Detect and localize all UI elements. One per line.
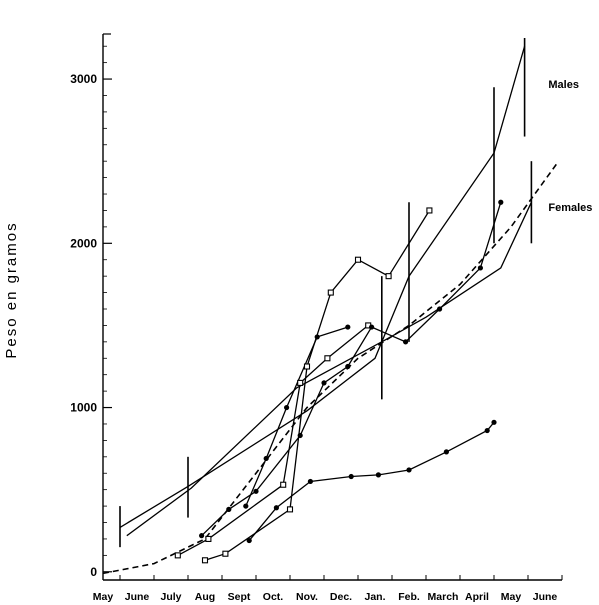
data-point-dot — [307, 478, 313, 485]
series-line-5 — [248, 421, 495, 542]
data-point-dot — [284, 404, 290, 411]
ticks — [102, 45, 563, 580]
series-markers — [174, 199, 504, 564]
x-tick-label: Oct. — [263, 591, 284, 603]
data-point-dot — [321, 380, 327, 386]
x-tick-label: June — [533, 591, 558, 603]
y-axis-label: Peso en gramos — [3, 221, 20, 358]
data-point-square — [297, 379, 304, 386]
series-line-2 — [177, 324, 369, 556]
series-line-6 — [102, 160, 560, 575]
data-point-dot — [199, 533, 205, 539]
data-point-dot — [498, 199, 504, 205]
x-tick-label: Sept — [228, 591, 251, 603]
data-point-dot — [297, 432, 303, 439]
data-point-square — [174, 552, 181, 559]
data-point-dot — [345, 363, 351, 370]
x-tick-label: Jan. — [364, 591, 385, 603]
x-tick-label: June — [125, 591, 150, 603]
x-tick-label: May — [93, 591, 114, 603]
error-bars — [119, 38, 533, 548]
data-point-dot — [273, 505, 279, 511]
data-point-square — [385, 273, 392, 280]
data-point-square — [205, 535, 212, 542]
data-point-dot — [226, 506, 232, 512]
x-tick-label: July — [160, 591, 181, 603]
annotation-females: Females — [548, 202, 592, 214]
data-point-dot — [348, 473, 354, 480]
data-point-square — [201, 557, 209, 564]
series-line-1 — [204, 210, 430, 561]
x-tick-label: March — [428, 591, 459, 603]
data-point-dot — [403, 339, 409, 345]
data-point-square — [426, 207, 433, 214]
data-point-dot — [314, 334, 320, 340]
data-point-dot — [243, 503, 249, 509]
data-point-dot — [246, 537, 252, 544]
x-tick-label: Aug — [195, 591, 215, 603]
data-point-dot — [345, 324, 351, 330]
data-point-dot — [253, 488, 259, 494]
x-tick-label: May — [501, 591, 522, 603]
y-tick-label: 3000 — [70, 72, 97, 86]
data-point-square — [280, 481, 287, 488]
y-tick-label: 2000 — [70, 236, 97, 250]
labels: 0 1000 2000 3000 May June July Aug Sept Oct. Nov. D… — [70, 72, 592, 603]
x-tick-label: April — [465, 591, 489, 603]
data-point-square — [324, 355, 331, 362]
data-point-square — [286, 506, 294, 513]
series-line-3 — [201, 202, 502, 537]
data-point-dot — [406, 467, 412, 473]
x-tick-label: Dec. — [330, 591, 352, 603]
data-point-square — [327, 289, 334, 296]
data-point-square — [222, 550, 229, 557]
data-point-dot — [263, 455, 269, 462]
x-tick-label: Feb. — [398, 591, 420, 603]
data-point-square — [354, 256, 362, 263]
series-lines — [102, 46, 560, 575]
y-tick-label: 1000 — [70, 401, 97, 415]
data-point-dot — [491, 419, 497, 425]
series-line-8 — [126, 201, 532, 537]
data-point-dot — [375, 472, 381, 478]
data-point-dot — [477, 265, 483, 271]
x-tick-label: Nov. — [296, 591, 318, 603]
annotation-males: Males — [548, 79, 579, 91]
y-tick-label: 0 — [90, 565, 97, 579]
data-point-dot — [369, 324, 375, 330]
data-point-dot — [484, 427, 490, 434]
series-line-7 — [119, 46, 526, 528]
data-point-dot — [437, 306, 443, 312]
data-point-dot — [443, 449, 449, 455]
axes — [102, 33, 562, 581]
data-point-square — [303, 363, 311, 370]
